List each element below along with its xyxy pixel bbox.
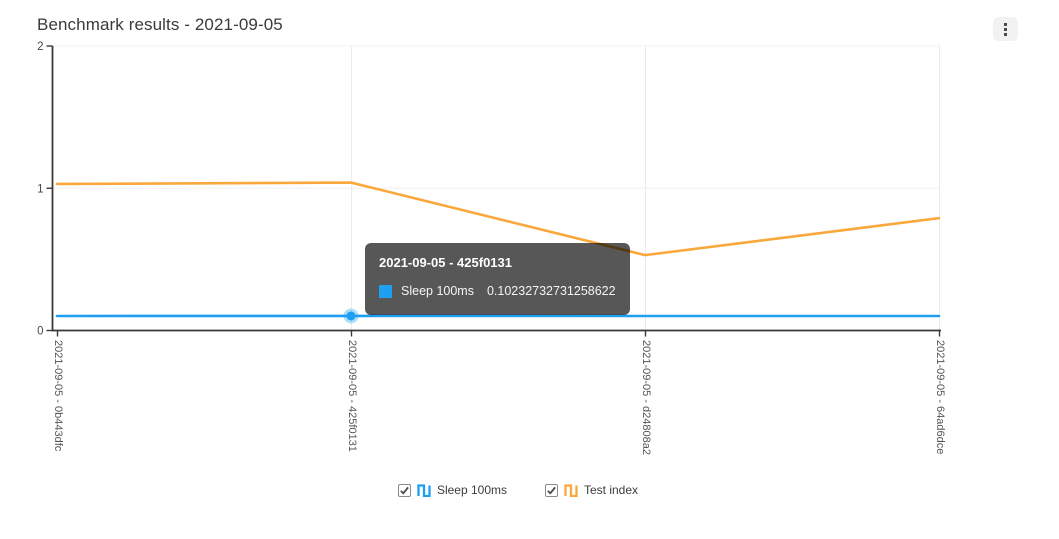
tooltip-title: 2021-09-05 - 425f0131 (379, 255, 512, 270)
tooltip-series-swatch (379, 284, 392, 298)
kebab-menu-icon (1004, 27, 1007, 31)
series-icon-wrap (417, 483, 431, 497)
y-tick-label: 0 (37, 326, 43, 338)
legend-item-test-index[interactable]: Test index (545, 483, 638, 497)
x-tick-label: 2021-09-05 - d24808a2 (640, 340, 652, 455)
legend-checkbox[interactable] (397, 483, 411, 497)
chart-tooltip: 2021-09-05 - 425f0131 Sleep 100ms 0.1023… (365, 243, 630, 315)
square-wave-icon (564, 483, 578, 497)
tooltip-series-label: Sleep 100ms (401, 284, 474, 298)
chart-legend: Sleep 100ms Test index (0, 483, 1036, 497)
kebab-menu-icon (1004, 22, 1007, 26)
series-icon-wrap (564, 483, 578, 497)
tooltip-row: Sleep 100ms 0.10232732731258622 (379, 284, 616, 298)
tooltip-series-value: 0.10232732731258622 (486, 284, 616, 298)
y-tick-label: 2 (37, 41, 43, 53)
x-tick-label: 2021-09-05 - 64ad6dce (934, 340, 946, 455)
chart-canvas[interactable]: 0 1 2 (0, 0, 1059, 475)
x-tick-label: 2021-09-05 - 0b443dfc (52, 340, 64, 452)
x-tick-label: 2021-09-05 - 425f0131 (346, 340, 358, 452)
legend-label: Sleep 100ms (436, 483, 507, 497)
checkmark-icon (547, 486, 556, 495)
checkmark-icon (400, 486, 409, 495)
kebab-menu-button[interactable] (993, 17, 1018, 41)
y-tick-label: 1 (37, 183, 43, 195)
square-wave-icon (417, 483, 431, 497)
page-title: Benchmark results - 2021-09-05 (37, 15, 283, 34)
legend-checkbox[interactable] (545, 483, 558, 497)
series-line-test-index (55, 181, 941, 257)
hover-point (346, 311, 356, 321)
legend-label: Test index (584, 483, 639, 497)
kebab-menu-icon (1004, 32, 1007, 36)
legend-item-sleep-100ms[interactable]: Sleep 100ms (397, 483, 507, 497)
